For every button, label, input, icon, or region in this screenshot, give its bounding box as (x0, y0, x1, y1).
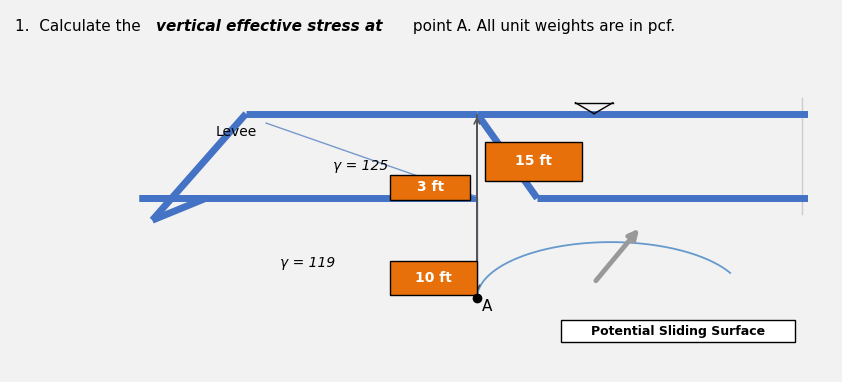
Text: 1.  Calculate the: 1. Calculate the (15, 19, 146, 34)
Text: 15 ft: 15 ft (515, 154, 552, 168)
Bar (390, 175, 471, 200)
Text: 10 ft: 10 ft (415, 271, 452, 285)
Bar (485, 142, 582, 181)
Text: Levee: Levee (216, 125, 257, 139)
Text: Potential Sliding Surface: Potential Sliding Surface (591, 325, 765, 338)
Text: point A. All unit weights are in pcf.: point A. All unit weights are in pcf. (408, 19, 675, 34)
Text: 3 ft: 3 ft (417, 180, 444, 194)
Bar (390, 261, 477, 295)
Text: γ = 125: γ = 125 (333, 159, 388, 173)
Text: A: A (482, 299, 493, 314)
Text: vertical effective stress at: vertical effective stress at (156, 19, 382, 34)
Bar (561, 320, 795, 342)
Text: γ = 119: γ = 119 (280, 256, 335, 270)
